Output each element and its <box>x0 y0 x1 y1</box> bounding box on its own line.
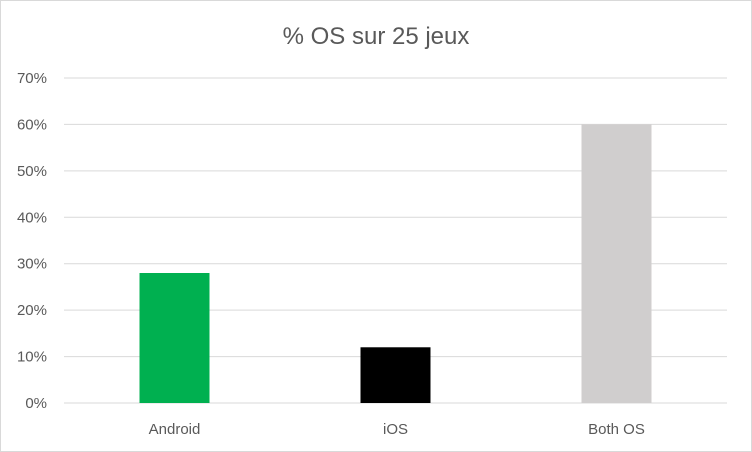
y-tick-label: 40% <box>17 209 47 226</box>
bar-android <box>139 273 210 403</box>
y-tick-label: 0% <box>25 395 47 412</box>
bar-ios <box>360 347 431 403</box>
x-tick-label: Both OS <box>588 421 645 438</box>
y-tick-label: 10% <box>17 349 47 366</box>
y-tick-label: 60% <box>17 116 47 133</box>
y-tick-label: 50% <box>17 163 47 180</box>
x-tick-label: Android <box>149 421 201 438</box>
y-tick-label: 70% <box>17 70 47 87</box>
bar-both-os <box>581 124 652 403</box>
x-tick-label: iOS <box>383 421 408 438</box>
y-tick-label: 20% <box>17 302 47 319</box>
y-tick-label: 30% <box>17 256 47 273</box>
chart-title: % OS sur 25 jeux <box>282 23 470 50</box>
